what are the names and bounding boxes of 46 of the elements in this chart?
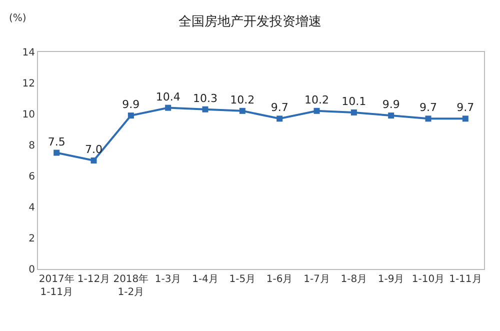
x-tick-label: 1-6月 — [266, 274, 293, 285]
y-tick-label: 4 — [28, 202, 35, 214]
x-tick-label: 1-8月 — [340, 274, 368, 285]
data-label: 10.1 — [342, 94, 366, 108]
data-label: 7.0 — [85, 143, 102, 156]
y-tick-label: 8 — [28, 140, 35, 152]
y-tick-label: 14 — [22, 48, 35, 58]
x-tick-label: 2017年 1-11月 — [38, 273, 74, 298]
data-label: 9.7 — [270, 101, 288, 114]
data-label: 10.4 — [156, 90, 180, 104]
x-tick-label: 1-12月 — [77, 274, 110, 285]
x-tick-label: 1-10月 — [412, 274, 445, 285]
point — [314, 108, 320, 114]
y-tick-label: 12 — [22, 78, 35, 90]
point — [202, 106, 208, 112]
y-axis-title: (%) — [9, 13, 26, 24]
point — [425, 116, 432, 122]
y-tick-label: 0 — [28, 264, 35, 276]
point — [54, 150, 60, 156]
data-label: 10.2 — [230, 93, 255, 106]
data-label: 10.2 — [304, 93, 329, 106]
point — [276, 116, 283, 122]
x-tick-label: 1-11月 — [449, 274, 482, 285]
x-tick-label: 2018年 1-2月 — [113, 273, 149, 298]
x-tick-label: 1-7月 — [304, 274, 330, 285]
data-label: 9.9 — [382, 98, 400, 112]
point — [388, 112, 394, 119]
data-label: 7.5 — [48, 135, 66, 148]
point — [350, 109, 357, 116]
point — [165, 104, 172, 111]
x-tick-label: 1-5月 — [229, 274, 256, 285]
y-tick-label: 6 — [28, 172, 35, 182]
x-tick-label: 1-4月 — [192, 274, 218, 285]
data-label: 9.7 — [420, 101, 437, 114]
point — [128, 112, 134, 119]
point — [462, 116, 468, 122]
y-tick-label: 2 — [28, 234, 35, 244]
data-label: 9.9 — [122, 98, 140, 112]
y-tick-label: 10 — [22, 110, 35, 120]
x-tick-label: 1-9月 — [378, 274, 404, 285]
data-label: 9.7 — [456, 101, 474, 114]
chart-title: 全国房地产开发投资增速 — [178, 14, 322, 30]
data-label: 10.3 — [193, 92, 218, 105]
point — [90, 158, 97, 164]
point — [239, 108, 246, 114]
x-tick-label: 1-3月 — [154, 274, 182, 285]
